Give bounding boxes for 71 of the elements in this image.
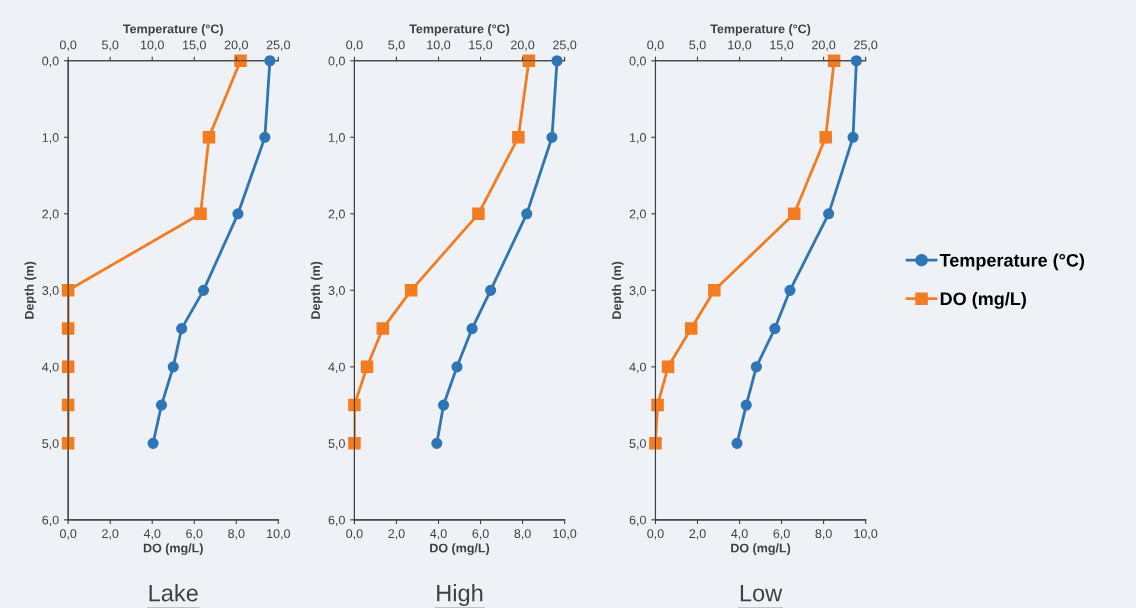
y-tick-label: 4,0 <box>42 362 59 373</box>
y-tick-label: 3,0 <box>629 286 646 297</box>
x2-tick-label: 5,0 <box>102 40 119 51</box>
x2-tick-label: 15,0 <box>183 40 206 51</box>
y-tick-label: 6,0 <box>328 515 345 526</box>
y-tick-label: 1,0 <box>630 133 646 144</box>
x2-tick-label: 0,0 <box>647 40 664 51</box>
y-tick-label: 2,0 <box>42 209 59 220</box>
y-axis-title: Depth (m) <box>310 261 323 319</box>
x2-tick-label: 25,0 <box>854 40 878 51</box>
x-axis-title: DO (mg/L) <box>731 543 791 555</box>
y-tick-label: 2,0 <box>328 209 345 220</box>
x-tick-label: 10,0 <box>854 529 878 540</box>
y-tick-label: 4,0 <box>629 362 646 373</box>
y-tick-label: 5,0 <box>42 439 59 450</box>
y-tick-label: 5,0 <box>328 439 345 450</box>
y-tick-label: 0,0 <box>328 56 345 67</box>
x-tick-label: 6,0 <box>773 529 790 540</box>
x-tick-label: 2,0 <box>689 529 706 540</box>
x2-axis-title: Temperature (°C) <box>409 24 510 36</box>
x-tick-label: 4,0 <box>143 529 161 540</box>
x-tick-label: 8,0 <box>815 529 832 540</box>
y-tick-label: 1,0 <box>42 133 59 144</box>
text: Lake <box>149 584 198 602</box>
x-tick-label: 8,0 <box>228 529 245 540</box>
x-tick-label: 0,0 <box>647 529 664 540</box>
y-tick-label: 1,0 <box>328 133 345 144</box>
x2-axis-title: Temperature (°C) <box>710 24 811 36</box>
legend-label: DO (mg/L) <box>940 291 1026 309</box>
x2-tick-label: 10,0 <box>427 40 451 51</box>
x2-axis-title: Temperature (°C) <box>123 24 223 36</box>
x2-tick-label: 10,0 <box>141 40 164 51</box>
x-tick-label: 10,0 <box>553 529 577 540</box>
y-tick-label: 2,0 <box>629 209 646 220</box>
x-tick-label: 6,0 <box>186 529 203 540</box>
x2-tick-label: 20,0 <box>511 40 535 51</box>
x2-tick-label: 20,0 <box>224 40 248 51</box>
x2-tick-label: 15,0 <box>770 40 794 51</box>
y-tick-label: 0,0 <box>629 56 646 67</box>
x-tick-label: 0,0 <box>59 529 77 540</box>
x-axis-title: DO (mg/L) <box>143 543 203 555</box>
x2-tick-label: 0,0 <box>346 40 363 51</box>
text: High <box>437 584 483 607</box>
x2-tick-label: 5,0 <box>388 40 405 51</box>
x2-tick-label: 20,0 <box>812 40 836 51</box>
x-tick-label: 4,0 <box>731 529 748 540</box>
text: Low <box>740 584 783 602</box>
x-tick-label: 8,0 <box>514 529 531 540</box>
x2-tick-label: 5,0 <box>689 40 706 51</box>
y-axis-title: Depth (m) <box>611 261 624 319</box>
y-tick-label: 4,0 <box>328 362 345 373</box>
x2-tick-label: 10,0 <box>728 40 752 51</box>
x-axis-title: DO (mg/L) <box>430 543 490 555</box>
y-tick-label: 0,0 <box>42 56 59 67</box>
x-tick-label: 2,0 <box>388 529 405 540</box>
x2-tick-label: 0,0 <box>59 40 77 51</box>
y-tick-label: 6,0 <box>42 515 59 526</box>
y-tick-label: 5,0 <box>629 439 646 450</box>
x2-tick-label: 25,0 <box>553 40 577 51</box>
y-tick-label: 3,0 <box>42 286 59 297</box>
x-tick-label: 2,0 <box>102 529 119 540</box>
legend-label: Temperature (°C) <box>939 253 1085 271</box>
y-tick-label: 3,0 <box>328 286 345 297</box>
y-tick-label: 6,0 <box>629 515 646 526</box>
x-tick-label: 6,0 <box>472 529 489 540</box>
x-tick-label: 0,0 <box>346 529 363 540</box>
x-tick-label: 10,0 <box>267 529 290 540</box>
x-tick-label: 4,0 <box>430 529 447 540</box>
x2-tick-label: 25,0 <box>266 40 290 51</box>
x2-tick-label: 15,0 <box>469 40 493 51</box>
y-axis-title: Depth (m) <box>24 261 37 319</box>
